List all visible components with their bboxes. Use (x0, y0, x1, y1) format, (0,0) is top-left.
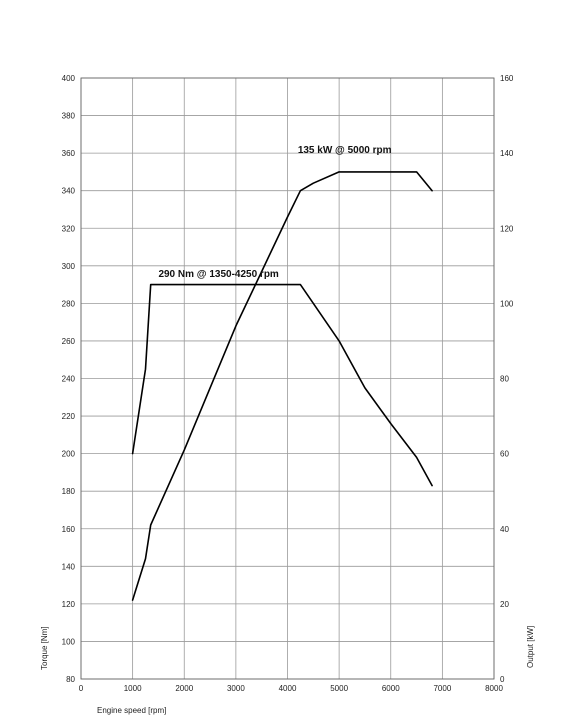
power-curve (131, 171, 433, 601)
series-layer (131, 171, 433, 601)
y-right-tick-label-8: 160 (500, 74, 514, 83)
y-axis-label-left: Torque [Nm] (40, 626, 49, 670)
x-tick-label-4: 4000 (279, 684, 297, 693)
annotation-1: 135 kW @ 5000 rpm (298, 145, 392, 156)
x-tick-label-7: 7000 (433, 684, 451, 693)
y-left-tick-label-15: 380 (62, 112, 76, 121)
y-left-tick-label-11: 300 (62, 262, 76, 271)
plot-frame (80, 77, 495, 680)
x-tick-label-3: 3000 (227, 684, 245, 693)
y-left-tick-label-7: 220 (62, 412, 76, 421)
torque-curve (131, 283, 433, 487)
tick-layer: 0 1000 2000 3000 4000 5000 6000 7000 80008010012… (62, 74, 514, 693)
y-left-tick-label-6: 200 (62, 450, 76, 459)
y-left-tick-label-0: 80 (66, 675, 75, 684)
y-right-tick-label-2: 40 (500, 525, 509, 534)
y-right-tick-label-3: 60 (500, 450, 509, 459)
y-left-tick-label-5: 180 (62, 487, 76, 496)
y-left-tick-label-1: 100 (62, 637, 76, 646)
y-right-tick-label-5: 100 (500, 299, 514, 308)
x-tick-label-6: 6000 (382, 684, 400, 693)
y-left-tick-label-16: 400 (62, 74, 76, 83)
x-tick-label-0: 0 (79, 684, 84, 693)
y-right-tick-label-0: 0 (500, 675, 505, 684)
x-tick-label-2: 2000 (175, 684, 193, 693)
x-tick-label-8: 8000 (485, 684, 503, 693)
y-left-tick-label-2: 120 (62, 600, 76, 609)
y-left-tick-label-4: 160 (62, 525, 76, 534)
x-tick-label-1: 1000 (124, 684, 142, 693)
y-axis-label-right: Output [kW] (526, 626, 535, 668)
annotation-layer: 290 Nm @ 1350-4250 rpm 135 kW @ 5000 rpm (158, 145, 391, 280)
y-left-tick-label-9: 260 (62, 337, 76, 346)
x-axis-label: Engine speed [rpm] (97, 706, 166, 715)
annotation-0: 290 Nm @ 1350-4250 rpm (158, 269, 278, 280)
y-left-tick-label-13: 340 (62, 187, 76, 196)
y-right-tick-label-1: 20 (500, 600, 509, 609)
x-tick-label-5: 5000 (330, 684, 348, 693)
y-left-tick-label-8: 240 (62, 375, 76, 384)
y-right-tick-label-4: 80 (500, 375, 509, 384)
grid-layer (80, 77, 495, 680)
y-left-tick-label-14: 360 (62, 149, 76, 158)
y-left-tick-label-12: 320 (62, 224, 76, 233)
y-left-tick-label-10: 280 (62, 299, 76, 308)
y-right-tick-label-7: 140 (500, 149, 514, 158)
y-right-tick-label-6: 120 (500, 224, 514, 233)
y-left-tick-label-3: 140 (62, 562, 76, 571)
